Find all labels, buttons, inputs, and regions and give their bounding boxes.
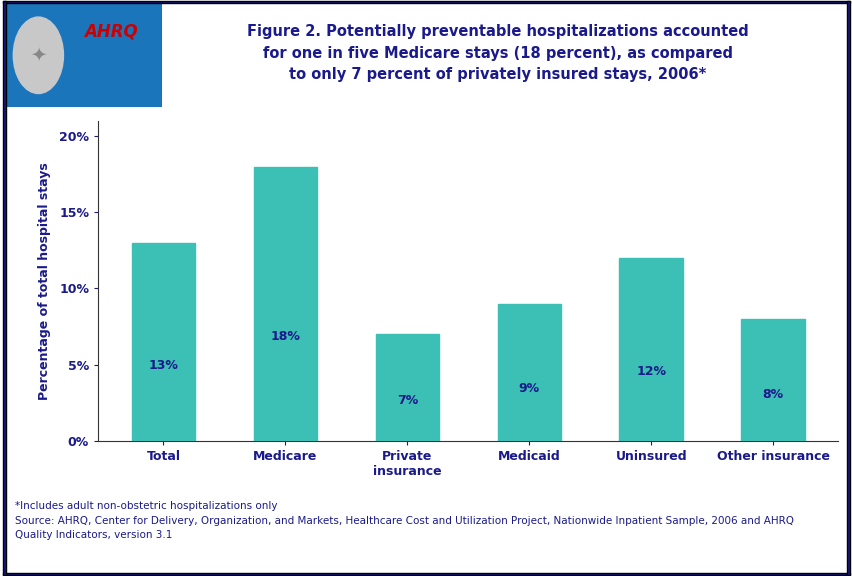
Text: Figure 2. Potentially preventable hospitalizations accounted
for one in five Med: Figure 2. Potentially preventable hospit… [247,24,748,82]
Bar [131,242,195,441]
Circle shape [14,17,63,93]
Text: 7%: 7% [396,393,417,407]
Bar [375,334,439,441]
Text: 18%: 18% [270,330,300,343]
Text: Advancing
Excellence in
Health Care: Advancing Excellence in Health Care [89,59,131,76]
Text: 8%: 8% [762,388,783,401]
Bar [619,258,682,441]
Text: 12%: 12% [636,365,665,378]
Bar [497,304,561,441]
Text: 9%: 9% [518,382,539,395]
Text: ✦: ✦ [30,46,47,65]
Bar [740,319,804,441]
Y-axis label: Percentage of total hospital stays: Percentage of total hospital stays [37,162,50,400]
Bar [253,166,317,441]
Text: AHRQ: AHRQ [83,23,137,41]
Text: 13%: 13% [148,359,178,372]
Text: *Includes adult non-obstetric hospitalizations only
Source: AHRQ, Center for Del: *Includes adult non-obstetric hospitaliz… [15,501,793,540]
Bar [6,4,161,107]
